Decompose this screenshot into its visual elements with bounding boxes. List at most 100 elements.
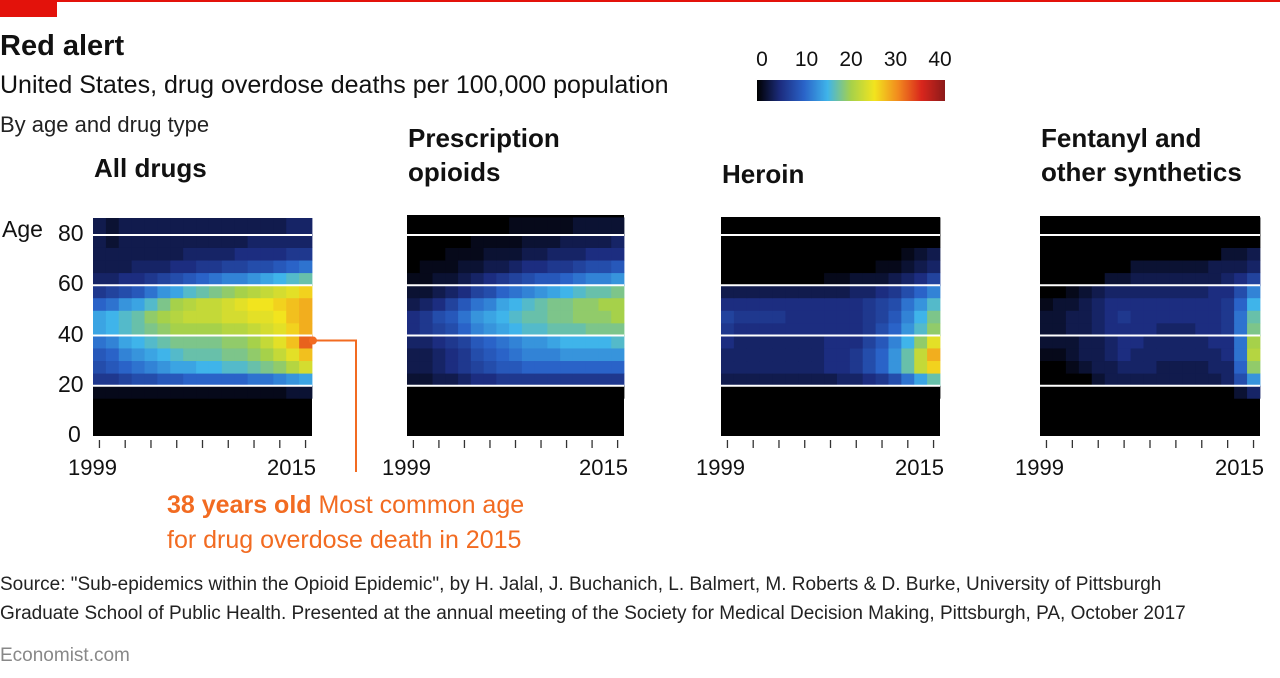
heatmap-cell [407,217,421,236]
heatmap-cell [798,217,812,236]
x-tick-label: 2015 [1215,455,1264,480]
heatmap-cell [1156,272,1170,286]
heatmap-cell [105,218,120,236]
heatmap-cell [1208,272,1222,286]
heatmap-cell [1130,385,1144,399]
heatmap-cell [221,348,236,362]
heatmap-cell [798,247,812,261]
heatmap-cell [234,322,248,336]
heatmap-cell [1221,373,1235,387]
heatmap-cell [260,235,274,248]
heatmap-cell [733,272,748,286]
heatmap-cell [798,260,812,274]
heatmap-cell [1040,360,1054,374]
heatmap-cell [170,247,184,261]
heatmap-cell [118,322,133,336]
heatmap-cell [1208,285,1222,299]
x-tick-label: 1999 [696,455,745,480]
y-tick-label: 0 [68,421,81,447]
heatmap-cell [824,360,838,374]
heatmap-cell [759,348,773,362]
heatmap-cell [419,348,433,362]
heatmap-cell [560,310,574,324]
heatmap-cell [849,272,864,286]
heatmap-cell [798,235,812,248]
heatmap-cell [196,310,210,324]
heatmap-cell [1065,335,1080,349]
heatmap-cell [772,217,786,236]
heatmap-cell [1052,297,1067,311]
heatmap-cell [407,235,421,248]
heatmap-cell [759,385,773,399]
heatmap-cell [811,272,825,286]
heatmap-cell [483,373,497,387]
heatmap-cell [1156,348,1170,362]
heatmap-cell [93,385,107,399]
heatmap-cell [1130,247,1144,261]
heatmap-cell [798,335,812,349]
heatmap-cell [1169,217,1183,236]
heatmap-cell [1052,348,1067,362]
heatmap-cell [811,217,825,236]
heatmap-cell [785,373,799,387]
heatmap-cell [1091,385,1106,399]
heatmap-cell [521,360,536,374]
heatmap-cell [196,385,210,399]
heatmap-cell [875,322,889,336]
heatmap-cell [1078,247,1093,261]
heatmap-cell [1143,310,1157,324]
heatmap-cell [93,285,107,299]
heatmap-cell [157,297,171,311]
heatmap-cell [445,247,459,261]
heatmap-cell [221,360,236,374]
heatmap-cell [521,272,536,286]
heatmap-cell [183,247,197,261]
heatmap-cell [483,247,497,261]
heatmap-cell [1234,260,1248,274]
heatmap-cell [483,297,497,311]
heatmap-cell [273,322,287,336]
heatmap-cell [1208,360,1222,374]
heatmap-cell [1040,260,1054,274]
heatmap-cell [118,373,133,387]
heatmap-cell [611,385,625,399]
heatmap-cell [419,360,433,374]
heatmap-cell [862,360,876,374]
heatmap-cell [1040,247,1054,261]
heatmap-cell [286,247,300,261]
heatmap-cell [547,260,561,274]
heatmap-cell [470,373,484,387]
heatmap-cell [432,272,446,286]
heatmap-cell [105,348,120,362]
heatmap-cell [824,285,838,299]
heatmap-cell [105,322,120,336]
heatmap-cell [1208,297,1222,311]
heatmap-cell [1208,385,1222,399]
heatmap-cell [901,360,915,374]
heatmap-cell [1208,373,1222,387]
heatmap-cell [1143,272,1157,286]
heatmap-cell [1078,310,1093,324]
heatmap-cell [733,235,748,248]
heatmap-cell [496,217,510,236]
heatmap-cell [901,335,915,349]
heatmap-cell [93,235,107,248]
heatmap-cell [458,247,472,261]
heatmap-cell [144,272,158,286]
heatmap-cell [260,218,274,236]
heatmap-cell [1104,247,1119,261]
heatmap-cell [1052,360,1067,374]
heatmap-cell [196,235,210,248]
heatmap-cell [196,373,210,387]
annotation-leader-line [312,339,357,472]
heatmap-cell [862,297,876,311]
heatmap-cell [131,285,145,299]
heatmap-cell [1182,322,1196,336]
heatmap-cell [286,385,300,399]
heatmap-cell [560,335,574,349]
heatmap-cell [1195,335,1209,349]
heatmap-cell [1195,247,1209,261]
heatmap-cell [286,310,300,324]
heatmap-cell [901,217,915,236]
heatmap-cell [445,335,459,349]
